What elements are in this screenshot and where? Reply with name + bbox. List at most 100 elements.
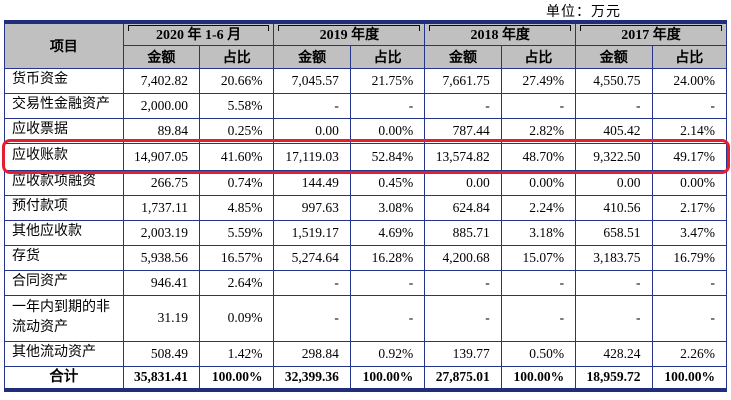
ratio-cell: 4.69% <box>349 219 426 246</box>
ratio-cell: 0.00% <box>500 169 577 196</box>
column-header-2019: 2019 年度 <box>273 21 426 46</box>
ratio-cell: 100.00% <box>349 365 426 391</box>
financial-table: 项目 2020 年 1-6 月 2019 年度 2018 年度 2017 年度 … <box>4 20 727 392</box>
amount-cell: 7,661.75 <box>424 67 502 94</box>
amount-cell: 428.24 <box>575 340 653 367</box>
ratio-cell: 0.09% <box>199 294 275 342</box>
subheader-ratio: 占比 <box>500 44 577 69</box>
ratio-cell: 0.25% <box>199 117 275 144</box>
ratio-cell: 100.00% <box>199 365 275 391</box>
ratio-cell: 48.70% <box>500 142 577 171</box>
amount-cell: 508.49 <box>122 340 201 367</box>
ratio-cell: - <box>500 269 577 296</box>
amount-cell: 298.84 <box>273 340 351 367</box>
ratio-cell: - <box>500 92 577 119</box>
table-row: 预付款项 1,737.11 4.85% 997.63 3.08% 624.84 2.24% 4… <box>4 194 727 221</box>
amount-cell: 405.42 <box>575 117 653 144</box>
ratio-cell: 24.00% <box>651 67 727 94</box>
amount-cell: 1,519.17 <box>273 219 351 246</box>
table-row: 应收票据 89.84 0.25% 0.00 0.00% 787.44 2.82% 405.42… <box>4 117 727 144</box>
amount-cell: 885.71 <box>424 219 502 246</box>
amount-cell: 658.51 <box>575 219 653 246</box>
ratio-cell: 0.50% <box>500 340 577 367</box>
column-header-2017: 2017 年度 <box>575 21 727 46</box>
ratio-cell: 2.14% <box>651 117 727 144</box>
amount-cell: - <box>273 269 351 296</box>
ratio-cell: 49.17% <box>651 142 727 171</box>
ratio-cell: 1.42% <box>199 340 275 367</box>
subheader-ratio: 占比 <box>349 44 426 69</box>
amount-cell: 144.49 <box>273 169 351 196</box>
header-row-subcolumns: 金额 占比 金额 占比 金额 占比 金额 占比 <box>5 44 727 69</box>
subheader-amount: 金额 <box>273 44 351 69</box>
column-header-2018: 2018 年度 <box>424 21 577 46</box>
amount-cell: 89.84 <box>122 117 201 144</box>
amount-cell: 0.00 <box>424 169 502 196</box>
ratio-cell: 3.08% <box>349 194 426 221</box>
ratio-cell: 2.17% <box>651 194 727 221</box>
table-row: 一年内到期的非流动资产 31.19 0.09% - - - - - - <box>4 294 727 342</box>
amount-cell: 35,831.41 <box>122 365 201 391</box>
ratio-cell: 16.79% <box>651 244 727 271</box>
table-row: 交易性金融资产 2,000.00 5.58% - - - - - - <box>4 92 727 119</box>
ratio-cell: 2.64% <box>199 269 275 296</box>
table-row: 应收款项融资 266.75 0.74% 144.49 0.45% 0.00 0.00% 0.0… <box>4 169 727 196</box>
amount-cell: 27,875.01 <box>424 365 502 391</box>
amount-cell: 1,737.11 <box>122 194 201 221</box>
ratio-cell: 16.28% <box>349 244 426 271</box>
ratio-cell: 20.66% <box>199 67 275 94</box>
amount-cell: 2,003.19 <box>122 219 201 246</box>
amount-cell: - <box>273 294 351 342</box>
amount-cell: 4,550.75 <box>575 67 653 94</box>
amount-cell: 0.00 <box>575 169 653 196</box>
amount-cell: 31.19 <box>122 294 201 342</box>
amount-cell: - <box>575 269 653 296</box>
amount-cell: 13,574.82 <box>424 142 502 171</box>
amount-cell: 3,183.75 <box>575 244 653 271</box>
ratio-cell: 0.00% <box>349 117 426 144</box>
amount-cell: 5,938.56 <box>122 244 201 271</box>
amount-cell: 32,399.36 <box>273 365 351 391</box>
ratio-cell: 0.45% <box>349 169 426 196</box>
row-label: 一年内到期的非流动资产 <box>4 294 124 342</box>
row-label: 其他应收款 <box>4 219 124 246</box>
ratio-cell: 100.00% <box>651 365 727 391</box>
ratio-cell: 3.47% <box>651 219 727 246</box>
unit-label: 单位：万元 <box>546 5 621 20</box>
header-row-years: 项目 2020 年 1-6 月 2019 年度 2018 年度 2017 年度 <box>4 21 727 69</box>
ratio-cell: 41.60% <box>199 142 275 171</box>
row-label: 应收账款 <box>4 142 124 171</box>
subheader-ratio: 占比 <box>199 44 275 69</box>
ratio-cell: - <box>651 269 727 296</box>
amount-cell: 9,322.50 <box>575 142 653 171</box>
amount-cell: - <box>424 269 502 296</box>
ratio-cell: 5.59% <box>199 219 275 246</box>
row-label: 应收款项融资 <box>4 169 124 196</box>
row-label: 存货 <box>4 244 124 271</box>
subheader-ratio: 占比 <box>651 44 727 69</box>
ratio-cell: 21.75% <box>349 67 426 94</box>
amount-cell: 2,000.00 <box>122 92 201 119</box>
ratio-cell: - <box>349 269 426 296</box>
ratio-cell: 4.85% <box>199 194 275 221</box>
amount-cell: - <box>575 92 653 119</box>
amount-cell: 7,045.57 <box>273 67 351 94</box>
amount-cell: 5,274.64 <box>273 244 351 271</box>
subheader-amount: 金额 <box>122 44 201 69</box>
amount-cell: - <box>424 294 502 342</box>
total-row: 合计 35,831.41 100.00% 32,399.36 100.00% 27,875… <box>4 365 727 391</box>
ratio-cell: 0.74% <box>199 169 275 196</box>
ratio-cell: 52.84% <box>349 142 426 171</box>
amount-cell: 18,959.72 <box>575 365 653 391</box>
amount-cell: 624.84 <box>424 194 502 221</box>
table-row: 货币资金 7,402.82 20.66% 7,045.57 21.75% 7,661.75… <box>4 67 727 94</box>
ratio-cell: 2.82% <box>500 117 577 144</box>
ratio-cell: 2.24% <box>500 194 577 221</box>
table-row: 合同资产 946.41 2.64% - - - - - - <box>4 269 727 296</box>
ratio-cell: 0.92% <box>349 340 426 367</box>
amount-cell: - <box>424 92 502 119</box>
ratio-cell: - <box>651 294 727 342</box>
ratio-cell: 15.07% <box>500 244 577 271</box>
ratio-cell: 27.49% <box>500 67 577 94</box>
row-label: 货币资金 <box>4 67 124 94</box>
